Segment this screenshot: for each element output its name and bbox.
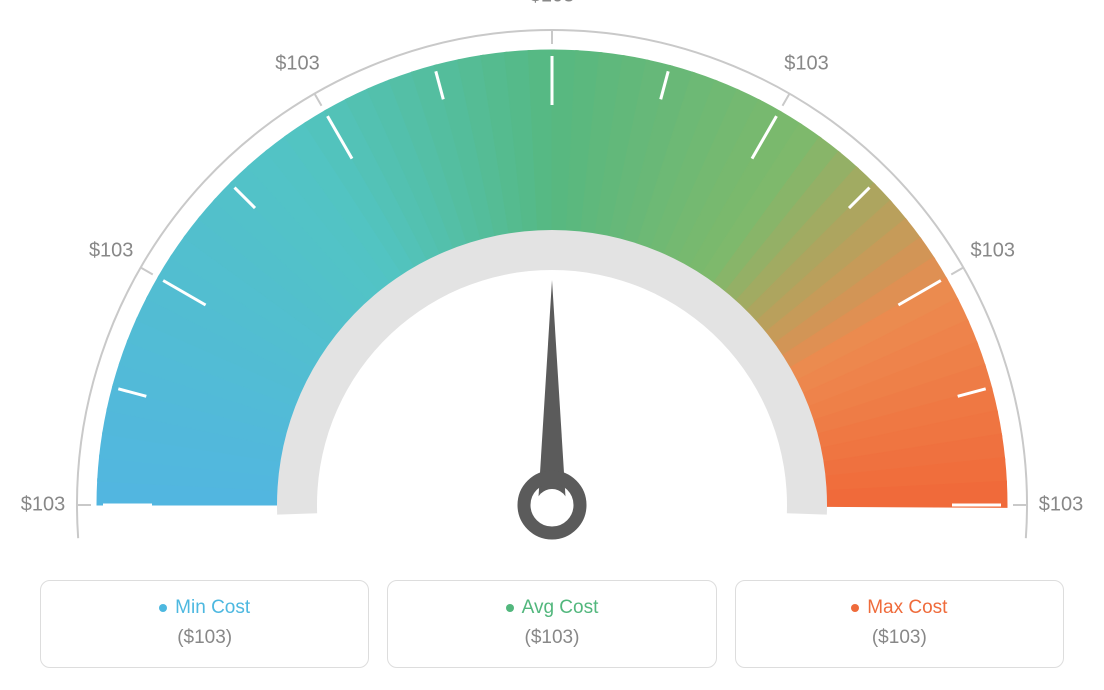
legend-card-min: Min Cost ($103) (40, 580, 369, 668)
legend-row: Min Cost ($103) Avg Cost ($103) Max Cost… (0, 580, 1104, 668)
gauge-tick-label: $103 (784, 53, 829, 76)
legend-title-avg: Avg Cost (506, 597, 599, 619)
gauge-tick-label: $103 (21, 494, 66, 517)
legend-card-avg: Avg Cost ($103) (387, 580, 716, 668)
gauge-tick-label: $103 (971, 239, 1016, 262)
legend-dot-max (851, 604, 859, 612)
legend-label-min: Min Cost (175, 597, 250, 619)
legend-value-avg: ($103) (398, 627, 705, 649)
legend-value-max: ($103) (746, 627, 1053, 649)
gauge-svg (0, 0, 1104, 570)
gauge-tick-label: $103 (275, 53, 320, 76)
legend-dot-min (159, 604, 167, 612)
legend-label-avg: Avg Cost (522, 597, 599, 619)
cost-gauge-chart: $103 $103 $103 $103 $103 $103 $103 (0, 0, 1104, 570)
legend-value-min: ($103) (51, 627, 358, 649)
gauge-tick-label: $103 (1039, 494, 1084, 517)
legend-label-max: Max Cost (867, 597, 947, 619)
legend-dot-avg (506, 604, 514, 612)
legend-card-max: Max Cost ($103) (735, 580, 1064, 668)
legend-title-max: Max Cost (851, 597, 947, 619)
gauge-tick-label: $103 (89, 239, 134, 262)
legend-title-min: Min Cost (159, 597, 250, 619)
gauge-tick-label: $103 (530, 0, 575, 8)
